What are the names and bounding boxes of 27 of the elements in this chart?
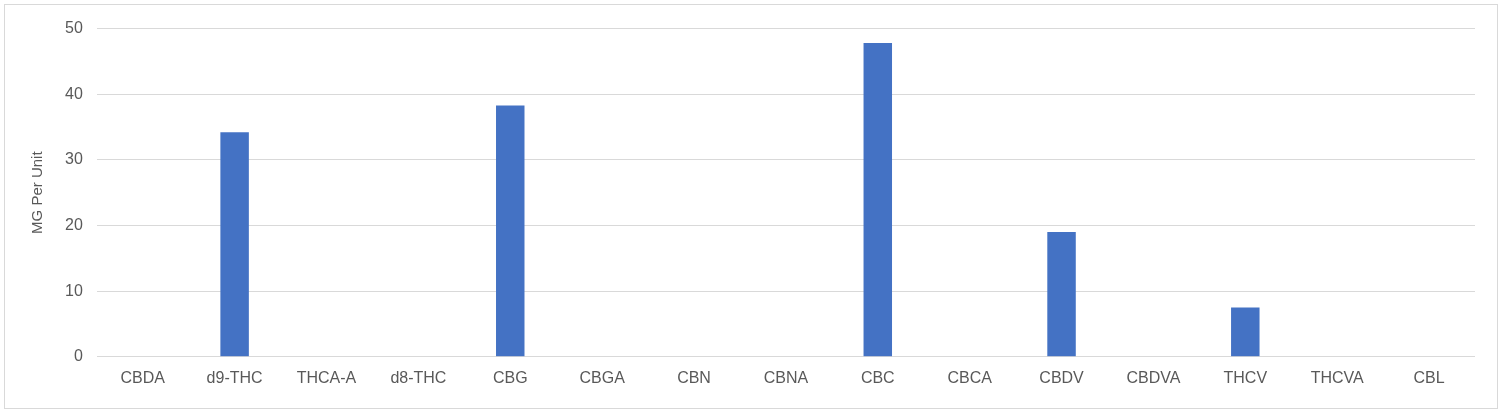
bar bbox=[1231, 307, 1260, 357]
x-tick-label: d9-THC bbox=[206, 368, 263, 386]
x-tick-label: THCVA bbox=[1310, 368, 1365, 386]
bar bbox=[496, 105, 525, 357]
y-tick-label: 50 bbox=[65, 19, 83, 37]
bar bbox=[220, 132, 249, 357]
y-tick-label: 10 bbox=[65, 281, 83, 299]
x-tick-label: THCV bbox=[1223, 368, 1268, 386]
x-tick-label: CBGA bbox=[579, 368, 626, 386]
x-tick-label: CBDA bbox=[120, 368, 166, 386]
bar bbox=[863, 43, 893, 357]
x-tick-label: CBDVA bbox=[1126, 368, 1181, 386]
x-tick-label: d8-THC bbox=[390, 368, 447, 386]
x-tick-label: CBN bbox=[677, 368, 711, 386]
y-axis-title: MG Per Unit bbox=[28, 150, 46, 234]
y-tick-label: 0 bbox=[73, 347, 83, 365]
x-tick-label: CBNA bbox=[763, 368, 809, 386]
x-tick-label: THCA-A bbox=[296, 368, 357, 386]
x-tick-label: CBC bbox=[860, 368, 895, 386]
x-tick-label: CBG bbox=[492, 368, 528, 386]
y-tick-label: 20 bbox=[65, 215, 83, 233]
x-tick-label: CBL bbox=[1413, 368, 1445, 386]
bar bbox=[1047, 232, 1076, 357]
x-tick-label: CBDV bbox=[1039, 368, 1085, 386]
x-tick-label: CBCA bbox=[947, 368, 993, 386]
y-tick-label: 30 bbox=[65, 150, 83, 168]
y-tick-label: 40 bbox=[65, 84, 83, 102]
